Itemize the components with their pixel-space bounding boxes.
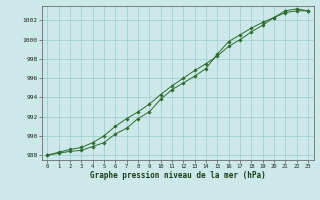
- X-axis label: Graphe pression niveau de la mer (hPa): Graphe pression niveau de la mer (hPa): [90, 171, 266, 180]
